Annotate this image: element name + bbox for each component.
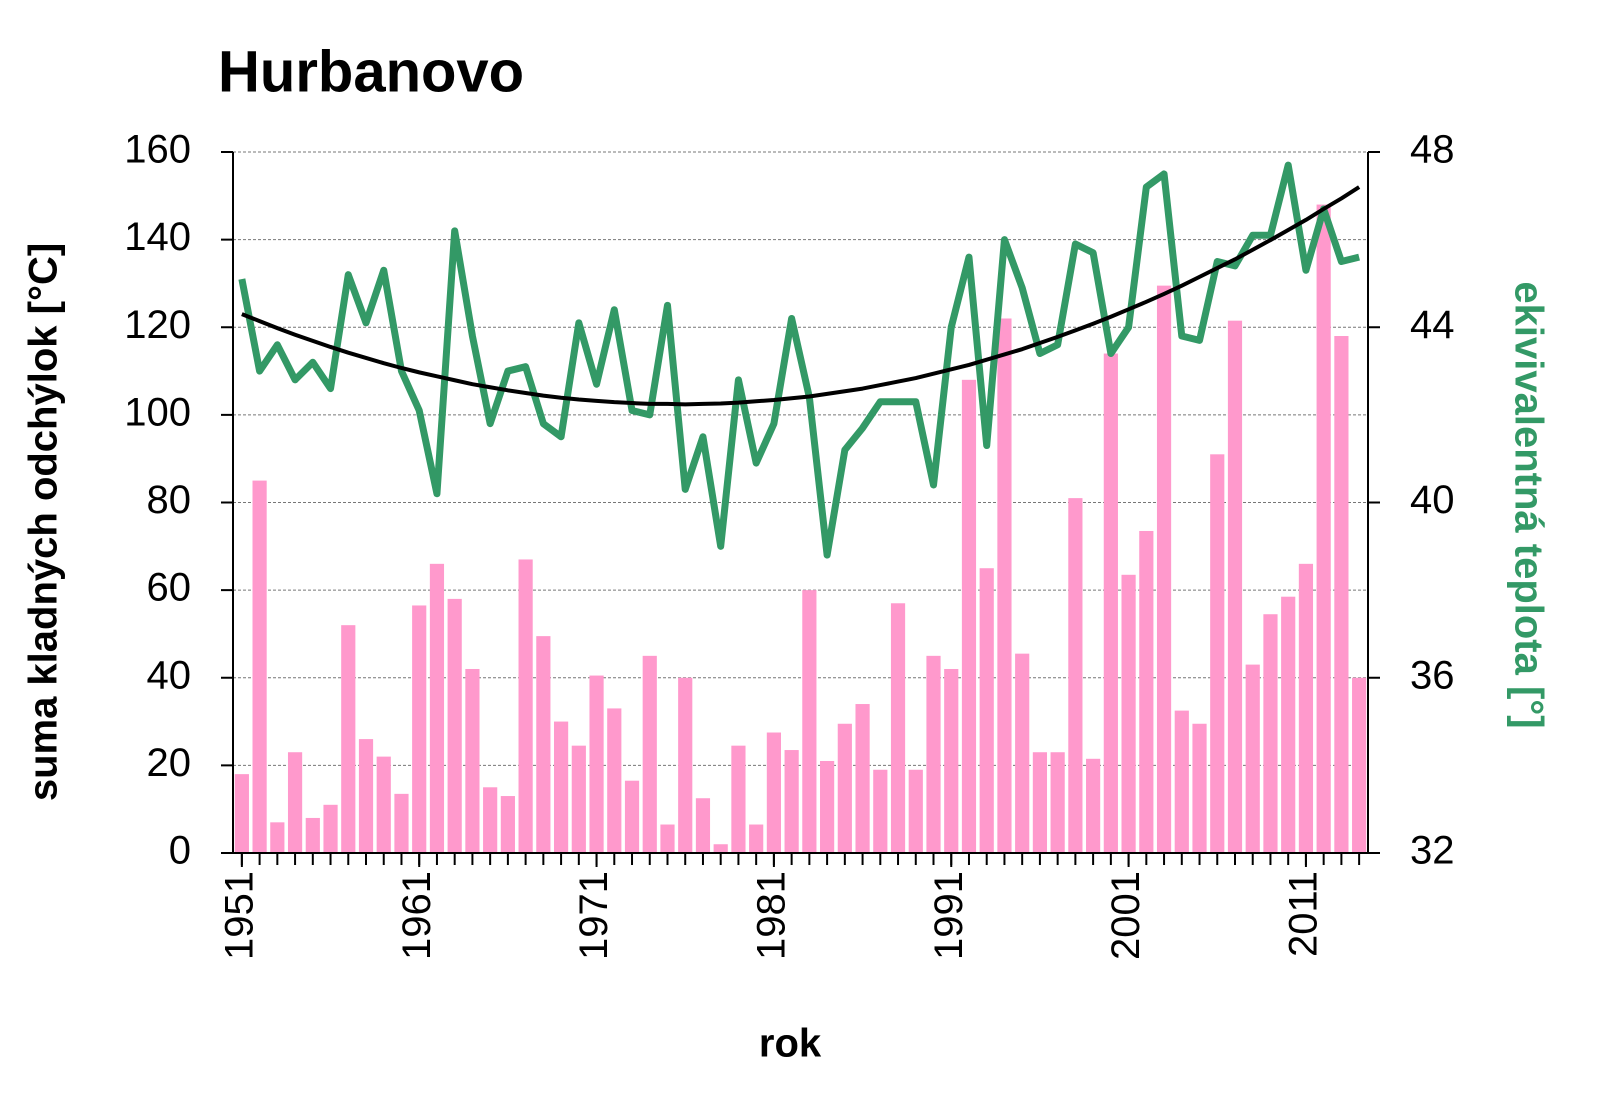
- bar: [1032, 752, 1048, 853]
- bar: [802, 590, 817, 853]
- x-tick-label: 1991: [927, 871, 971, 960]
- bar: [465, 668, 480, 853]
- bar: [376, 756, 391, 853]
- bar: [1050, 752, 1065, 853]
- bar: [394, 793, 409, 853]
- bar: [483, 787, 498, 853]
- bar: [447, 598, 462, 853]
- bar: [1139, 530, 1154, 853]
- bar: [642, 655, 657, 853]
- bar: [1068, 498, 1083, 853]
- bar: [926, 655, 941, 853]
- y-tick-label: 60: [147, 566, 192, 610]
- bar: [1281, 596, 1296, 853]
- bar: [1121, 574, 1136, 853]
- x-tick-label: 1971: [572, 871, 616, 960]
- y2-tick-label: 36: [1410, 653, 1455, 697]
- bar: [341, 625, 356, 853]
- bar: [1334, 336, 1349, 853]
- bar: [518, 559, 533, 853]
- bar: [731, 745, 746, 853]
- bar: [1174, 710, 1189, 853]
- chart-title: Hurbanovo: [218, 39, 524, 104]
- bar: [1298, 563, 1314, 853]
- bar: [412, 605, 427, 853]
- y-axis-label: suma kladných odchýlok [°C]: [22, 243, 66, 801]
- y-tick-label: 40: [147, 653, 192, 697]
- y2-tick-label: 32: [1410, 829, 1455, 873]
- bar: [979, 568, 994, 853]
- y-tick-label: 160: [124, 128, 191, 172]
- bar: [607, 708, 622, 853]
- x-tick-label: 2001: [1104, 871, 1148, 960]
- x-tick-label: 2011: [1281, 871, 1325, 957]
- bar: [837, 723, 852, 853]
- y2-tick-label: 48: [1410, 128, 1455, 172]
- bar: [270, 822, 285, 853]
- bar: [1210, 454, 1225, 853]
- bar: [536, 636, 551, 853]
- y-tick-label: 0: [169, 829, 191, 873]
- y2-axis-label: ekivivalentná teplota [°]: [1506, 281, 1550, 728]
- bar: [660, 824, 675, 853]
- bar: [873, 769, 888, 853]
- bar: [820, 760, 835, 853]
- bar: [358, 739, 374, 853]
- bar: [287, 752, 303, 853]
- bar: [997, 318, 1012, 853]
- bar: [855, 704, 870, 853]
- x-tick-label: 1961: [395, 871, 439, 960]
- bar: [1227, 320, 1243, 854]
- bar: [234, 774, 249, 853]
- bar: [571, 745, 586, 853]
- y-tick-label: 80: [147, 478, 192, 522]
- bar: [713, 844, 728, 853]
- y2-tick-label: 44: [1410, 303, 1455, 347]
- bar: [323, 804, 338, 853]
- bar: [429, 563, 445, 853]
- bar: [1352, 677, 1367, 853]
- bar: [589, 675, 604, 853]
- bar: [908, 769, 923, 853]
- bar: [890, 603, 906, 853]
- bar: [784, 750, 799, 853]
- y-tick-label: 20: [147, 741, 192, 785]
- y-tick-label: 140: [124, 215, 191, 259]
- bar: [944, 668, 959, 853]
- bar: [961, 379, 977, 853]
- bar: [1086, 758, 1101, 853]
- bar: [695, 798, 711, 853]
- bar: [1263, 614, 1278, 853]
- bar: [678, 677, 693, 853]
- bar: [305, 817, 320, 853]
- y-tick-label: 120: [124, 303, 191, 347]
- y2-tick-label: 40: [1410, 478, 1455, 522]
- x-tick-label: 1981: [749, 871, 793, 960]
- bar: [1316, 204, 1331, 853]
- bar: [553, 721, 569, 853]
- bar: [624, 780, 640, 853]
- line: [238, 161, 1360, 559]
- bar: [1192, 723, 1207, 853]
- bar: [252, 480, 267, 853]
- x-tick-label: 1951: [217, 871, 261, 960]
- bar: [500, 796, 515, 853]
- bar: [749, 824, 764, 853]
- bar: [1156, 285, 1172, 853]
- y-tick-label: 100: [124, 390, 191, 434]
- bar: [1245, 664, 1260, 853]
- x-axis-label: rok: [759, 1022, 822, 1066]
- line: [241, 185, 1361, 407]
- bar: [1015, 653, 1030, 853]
- bar: [766, 732, 781, 853]
- bar: [1103, 353, 1118, 853]
